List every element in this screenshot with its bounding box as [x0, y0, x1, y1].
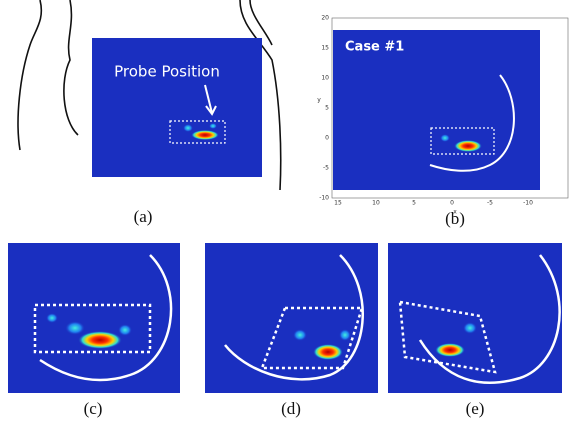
heat-spot — [454, 140, 482, 152]
heat-spot — [191, 130, 219, 140]
y-tick-label: -10 — [319, 195, 329, 202]
probe-box — [398, 300, 497, 374]
x-tick-label: -10 — [523, 200, 533, 207]
breast-contour — [224, 254, 364, 381]
breast-contour — [39, 254, 173, 382]
heat-spot — [183, 124, 193, 132]
y-tick-label: 20 — [321, 15, 329, 22]
panel-c: (c) — [8, 243, 180, 418]
heat-spot — [440, 134, 450, 142]
x-ticks: 15 10 5 0 -5 -10 — [334, 200, 533, 207]
probe-image — [8, 243, 180, 393]
heat-spot — [339, 329, 351, 341]
annotation: Probe Position — [114, 63, 220, 81]
y-tick-label: 10 — [321, 75, 329, 82]
x-tick-label: -5 — [487, 200, 493, 207]
breast-contour — [429, 74, 515, 172]
heat-spot — [435, 343, 465, 357]
torso-outline — [17, 0, 282, 191]
x-tick-label: 15 — [334, 200, 342, 207]
x-tick-label: 5 — [412, 200, 416, 207]
x-tick-label: 10 — [372, 200, 380, 207]
panel-label: (c) — [84, 399, 103, 418]
panel-a: Probe Position (a) — [17, 0, 282, 226]
axis-label: x — [453, 209, 457, 216]
breast-contour — [418, 254, 561, 384]
heat-spot — [46, 313, 58, 323]
heat-spot — [293, 329, 307, 341]
probe-image — [205, 243, 378, 393]
panel-label: (e) — [466, 399, 485, 418]
y-tick-label: 15 — [321, 45, 329, 52]
y-tick-label: -5 — [323, 165, 329, 172]
probe-box — [33, 303, 152, 354]
probe-image — [333, 30, 540, 190]
probe-image — [92, 38, 262, 177]
y-ticks: 20 15 10 5 0 -5 -10 — [319, 15, 329, 202]
arrow — [204, 84, 217, 116]
panel-d: (d) — [205, 243, 378, 418]
annotation: Case #1 — [345, 40, 404, 55]
axis-label: y — [317, 97, 321, 104]
y-tick-label: 0 — [325, 135, 329, 142]
probe-image — [388, 243, 562, 393]
probe-box — [169, 120, 226, 144]
panel-label: (d) — [281, 399, 301, 418]
panel-b: Case #1 20 15 10 5 0 -5 -10 15 10 5 0 -5 -10 y x (b… — [317, 15, 569, 228]
heat-spot — [78, 331, 122, 349]
y-tick-label: 5 — [325, 105, 329, 112]
probe-box — [430, 127, 495, 155]
heat-spot — [118, 324, 132, 336]
x-tick-label: 0 — [450, 200, 454, 207]
panel-label: (a) — [134, 207, 153, 226]
heat-spot — [313, 344, 343, 360]
heat-spot — [209, 123, 217, 129]
heat-spot — [65, 321, 85, 335]
panel-label: (b) — [445, 209, 465, 228]
panel-e: (e) — [388, 243, 562, 418]
heat-spot — [463, 322, 477, 334]
